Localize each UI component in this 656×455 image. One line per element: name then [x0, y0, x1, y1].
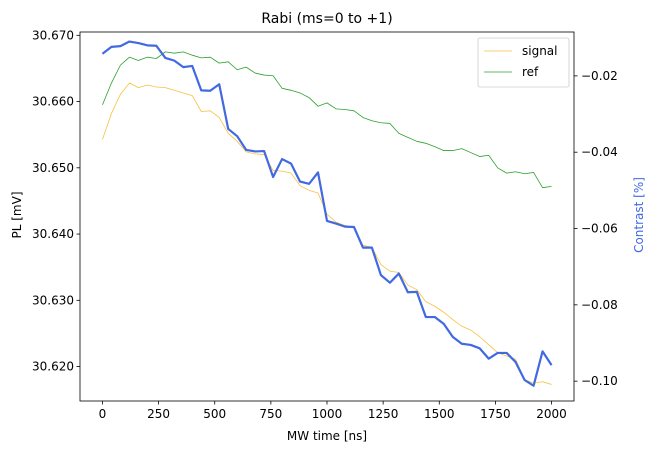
- left-y-tick-label: 30.630: [32, 293, 74, 307]
- right-y-tick-label: −0.04: [581, 145, 618, 159]
- right-y-tick-label: −0.08: [581, 298, 618, 312]
- left-y-tick-label: 30.640: [32, 227, 74, 241]
- x-tick-label: 750: [259, 407, 282, 421]
- right-y-tick-label: −0.10: [581, 374, 618, 388]
- x-tick-label: 250: [147, 407, 170, 421]
- series-line-contrast: [101, 40, 553, 387]
- left-y-tick-label: 30.670: [32, 28, 74, 42]
- left-y-tick-label: 30.660: [32, 95, 74, 109]
- legend-box: [477, 37, 570, 88]
- x-tick-label: 1750: [480, 407, 511, 421]
- series-line-ref: [102, 51, 552, 189]
- chart-title: Rabi (ms=0 to +1): [261, 11, 392, 27]
- legend: signal ref: [477, 37, 570, 88]
- x-axis-label: MW time [ns]: [287, 429, 367, 443]
- axes-layer: 0 250 500 750 1000 1250 1500 1750 2000 30.620 30.6…: [32, 28, 618, 421]
- series-line-signal: [102, 82, 552, 385]
- left-y-axis-label: PL [mV]: [10, 192, 24, 239]
- x-tick-label: 1000: [312, 407, 343, 421]
- x-tick-label: 500: [203, 407, 226, 421]
- x-tick-label: 2000: [536, 407, 567, 421]
- x-tick-label: 0: [99, 407, 107, 421]
- left-y-tick-label: 30.620: [32, 360, 74, 374]
- series-layer: [101, 40, 553, 387]
- left-y-tick-label: 30.650: [32, 161, 74, 175]
- right-y-axis-label: Contrast [%]: [632, 177, 646, 253]
- legend-label-signal: signal: [522, 44, 558, 58]
- right-y-tick-label: −0.02: [581, 69, 618, 83]
- right-y-tick-label: −0.06: [581, 222, 618, 236]
- x-tick-label: 1250: [368, 407, 399, 421]
- x-tick-label: 1500: [424, 407, 455, 421]
- legend-label-ref: ref: [522, 65, 539, 79]
